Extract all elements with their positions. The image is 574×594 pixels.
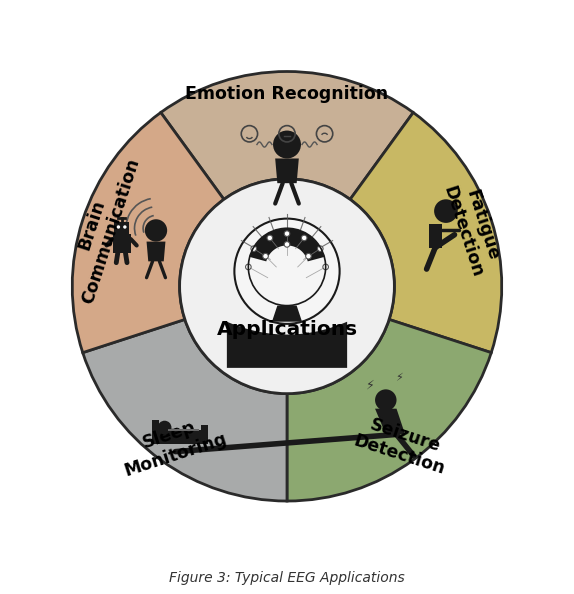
- Polygon shape: [155, 430, 204, 444]
- Wedge shape: [83, 320, 287, 501]
- Text: ⚡: ⚡: [366, 378, 375, 391]
- Circle shape: [306, 254, 311, 259]
- Polygon shape: [168, 429, 199, 431]
- Circle shape: [123, 225, 127, 229]
- Text: Applications: Applications: [216, 320, 358, 339]
- Circle shape: [249, 228, 325, 305]
- Circle shape: [301, 235, 307, 241]
- Wedge shape: [287, 320, 491, 501]
- Circle shape: [180, 179, 394, 394]
- Text: Seizure
Detection: Seizure Detection: [351, 412, 453, 478]
- Polygon shape: [375, 409, 405, 434]
- Wedge shape: [72, 112, 224, 353]
- Circle shape: [267, 235, 273, 241]
- Polygon shape: [429, 224, 441, 248]
- Circle shape: [273, 131, 301, 159]
- Text: Brain
Communication: Brain Communication: [59, 150, 143, 307]
- Polygon shape: [275, 159, 299, 183]
- Circle shape: [434, 199, 457, 223]
- Polygon shape: [146, 242, 165, 261]
- Circle shape: [284, 242, 290, 247]
- Wedge shape: [350, 112, 502, 353]
- Circle shape: [323, 264, 328, 270]
- Text: Fatigue
Detection: Fatigue Detection: [440, 177, 506, 280]
- Circle shape: [317, 246, 323, 251]
- Polygon shape: [272, 305, 302, 322]
- Circle shape: [145, 219, 167, 242]
- Text: Figure 3: Typical EEG Applications: Figure 3: Typical EEG Applications: [169, 571, 405, 585]
- Circle shape: [234, 219, 340, 324]
- Polygon shape: [250, 228, 324, 261]
- Circle shape: [158, 421, 172, 434]
- Wedge shape: [161, 71, 413, 200]
- Polygon shape: [113, 233, 131, 253]
- Circle shape: [263, 254, 268, 259]
- Text: ⚡: ⚡: [395, 374, 402, 384]
- Text: Sleep
Monitoring: Sleep Monitoring: [115, 410, 229, 480]
- Polygon shape: [160, 428, 173, 431]
- Polygon shape: [152, 421, 159, 444]
- Circle shape: [251, 246, 257, 251]
- Circle shape: [117, 225, 120, 229]
- Polygon shape: [114, 222, 129, 233]
- Polygon shape: [201, 425, 208, 444]
- Circle shape: [375, 389, 397, 411]
- Text: Emotion Recognition: Emotion Recognition: [185, 85, 389, 103]
- Circle shape: [246, 264, 251, 270]
- Circle shape: [284, 231, 290, 236]
